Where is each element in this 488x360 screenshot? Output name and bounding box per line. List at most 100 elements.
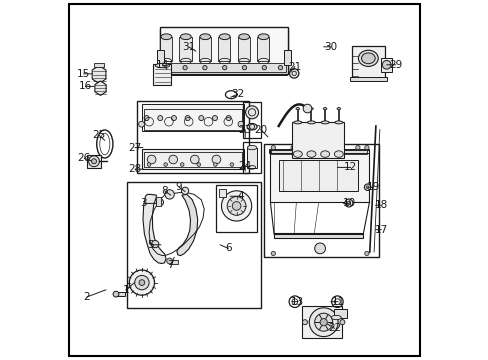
Text: 17: 17 [374,225,387,235]
Bar [160,29,287,74]
Ellipse shape [247,145,256,150]
Circle shape [212,116,217,121]
Polygon shape [95,81,106,95]
Circle shape [225,116,231,121]
Circle shape [91,159,96,164]
Bar [334,309,346,318]
Circle shape [156,199,163,206]
Circle shape [113,291,119,297]
Circle shape [180,163,183,166]
Circle shape [139,121,144,127]
Ellipse shape [293,121,301,124]
Bar [352,46,384,80]
Bar [127,182,260,308]
Text: 24: 24 [238,161,251,171]
Ellipse shape [200,34,210,40]
Circle shape [230,163,233,166]
Bar [94,63,104,67]
Text: 18: 18 [374,200,387,210]
Circle shape [147,155,156,164]
Circle shape [302,320,307,325]
Text: 27: 27 [128,143,142,153]
Circle shape [164,66,169,70]
Bar [247,148,256,168]
Text: 12: 12 [344,162,357,172]
Ellipse shape [200,33,210,40]
Bar [381,58,391,72]
Ellipse shape [238,34,249,40]
Ellipse shape [257,33,267,40]
Ellipse shape [334,151,343,157]
Bar [160,27,287,74]
Circle shape [212,155,220,164]
Bar [284,50,290,65]
Bar [179,37,191,61]
Circle shape [364,251,368,256]
Bar [349,77,386,81]
Circle shape [262,66,266,70]
Circle shape [139,280,144,285]
Ellipse shape [155,63,169,68]
Circle shape [355,145,359,150]
Ellipse shape [306,151,315,157]
Circle shape [278,66,282,70]
Text: 15: 15 [77,69,90,79]
Bar [144,152,241,167]
Bar [302,306,341,338]
Polygon shape [177,194,197,256]
Circle shape [88,156,99,167]
Bar [116,292,125,296]
Text: 9: 9 [175,182,182,192]
Circle shape [303,104,311,113]
Circle shape [314,313,332,331]
Text: 32: 32 [230,89,244,99]
Text: 5: 5 [146,240,153,250]
Text: 11: 11 [331,297,344,307]
Text: 25: 25 [92,130,105,140]
Bar [257,37,269,61]
Bar [142,104,244,131]
Circle shape [171,116,176,121]
Circle shape [314,243,325,254]
Bar [218,189,225,197]
Text: 2: 2 [83,292,90,302]
Circle shape [339,320,344,325]
Circle shape [232,202,241,210]
Circle shape [147,163,151,166]
Circle shape [333,145,338,150]
Bar [137,101,248,173]
Bar [270,150,368,202]
Ellipse shape [323,108,326,110]
Ellipse shape [320,151,329,157]
Bar [168,260,178,264]
Text: 19: 19 [366,182,379,192]
Circle shape [190,155,199,164]
Bar [162,63,285,72]
Ellipse shape [219,33,229,40]
Polygon shape [92,66,106,84]
Ellipse shape [181,33,191,40]
Circle shape [162,62,167,68]
Bar [153,64,171,85]
Ellipse shape [162,33,172,40]
Circle shape [227,197,245,215]
Circle shape [312,145,316,150]
Bar [161,69,286,75]
Text: 28: 28 [128,164,142,174]
Bar [278,160,357,191]
Circle shape [129,270,154,295]
Text: 4: 4 [237,191,244,201]
Ellipse shape [336,108,340,110]
Ellipse shape [258,34,268,40]
Circle shape [276,62,282,68]
Circle shape [364,184,370,190]
Circle shape [221,191,251,221]
Text: 14: 14 [156,60,169,70]
Text: 21: 21 [288,62,301,72]
Circle shape [289,69,298,78]
Circle shape [144,116,149,121]
Circle shape [222,66,226,70]
Ellipse shape [246,123,257,130]
Ellipse shape [309,108,313,110]
Circle shape [242,66,246,70]
